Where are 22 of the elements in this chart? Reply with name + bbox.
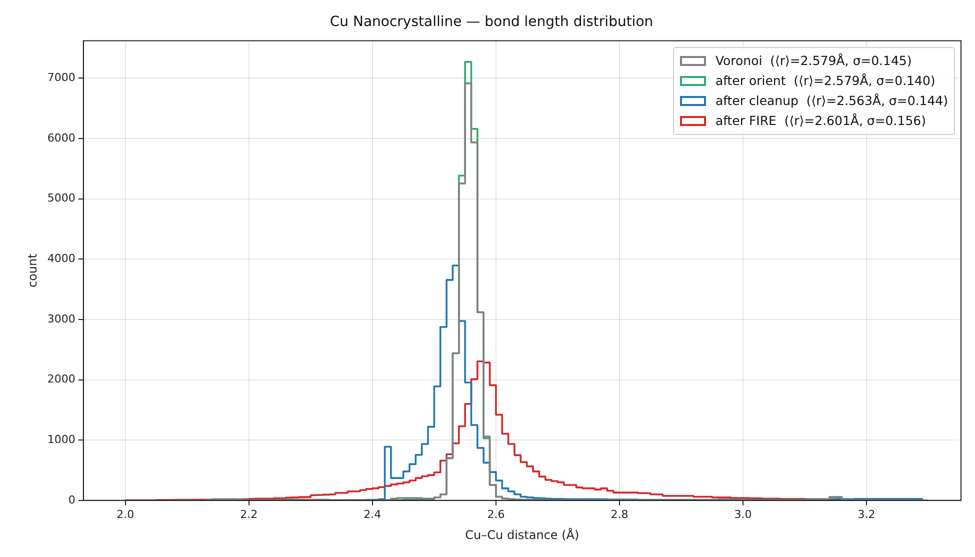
y-axis-title: count [25,253,40,288]
x-tick-label: 2.6 [487,508,505,521]
legend-label: after orient (⟨r⟩=2.579Å, σ=0.140) [715,72,936,90]
chart-title: Cu Nanocrystalline — bond length distribution [330,14,654,30]
legend-label: after FIRE (⟨r⟩=2.601Å, σ=0.156) [715,112,926,130]
legend-label: Voronoi (⟨r⟩=2.579Å, σ=0.145) [715,52,912,70]
x-tick-label: 2.2 [240,508,258,521]
legend-label: after cleanup (⟨r⟩=2.563Å, σ=0.144) [715,92,948,110]
y-tick-label: 3000 [47,312,76,326]
y-tick-label: 5000 [47,192,76,205]
x-tick-label: 3.0 [734,508,752,521]
y-tick-label: 2000 [47,372,76,386]
x-tick-label: 2.8 [610,508,628,521]
x-tick-label: 3.2 [858,508,876,521]
x-tick-label: 2.4 [364,508,382,521]
y-tick-label: 6000 [47,131,76,144]
y-tick-label: 7000 [47,71,76,84]
y-tick-label: 0 [68,493,76,506]
x-tick-label: 2.0 [116,508,134,521]
y-tick-label: 4000 [47,252,76,265]
y-tick-label: 1000 [47,432,76,446]
x-axis-title: Cu–Cu distance (Å) [465,526,580,542]
